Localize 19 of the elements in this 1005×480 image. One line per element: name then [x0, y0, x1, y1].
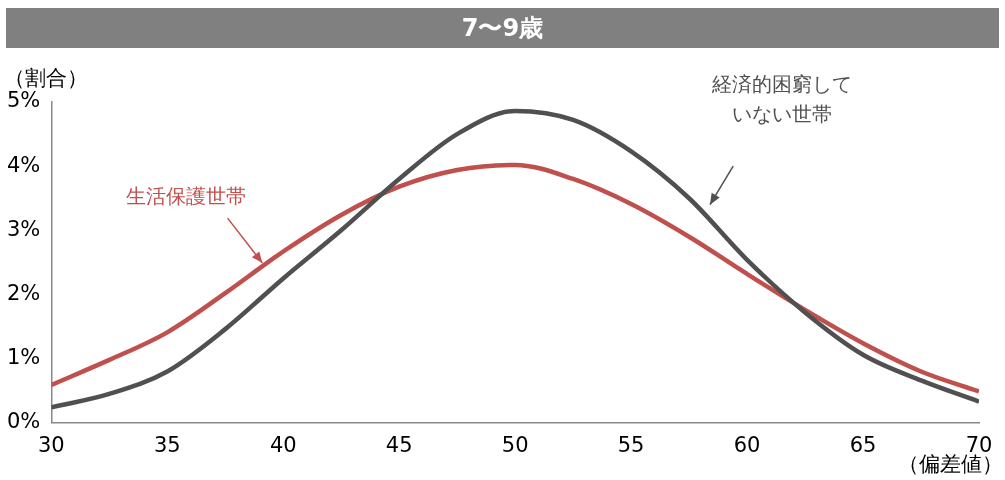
text: 生活保護世帯: [125, 184, 246, 209]
y-axis-title: （割合）: [4, 66, 88, 91]
x-tick-label: 65: [849, 432, 877, 457]
y-tick-label: 1%: [6, 345, 41, 370]
x-tick-label: 60: [733, 432, 761, 457]
x-tick-label: 45: [385, 432, 413, 457]
x-tick-label: 40: [269, 432, 297, 457]
y-tick-label: 3%: [6, 216, 41, 241]
x-tick-label: 30: [37, 432, 65, 457]
x-tick-label: 50: [501, 432, 529, 457]
y-tick-label: 2%: [6, 280, 41, 305]
x-tick-label: 35: [153, 432, 181, 457]
text: 経済的困窮していない世帯: [710, 72, 852, 127]
x-tick-label: 55: [617, 432, 645, 457]
line-series: [51, 162, 979, 394]
chart-title: 7〜9歳: [6, 8, 999, 48]
y-tick-label: 5%: [6, 88, 41, 113]
y-tick-label: 0%: [6, 409, 41, 434]
y-tick-label: 4%: [6, 152, 41, 177]
